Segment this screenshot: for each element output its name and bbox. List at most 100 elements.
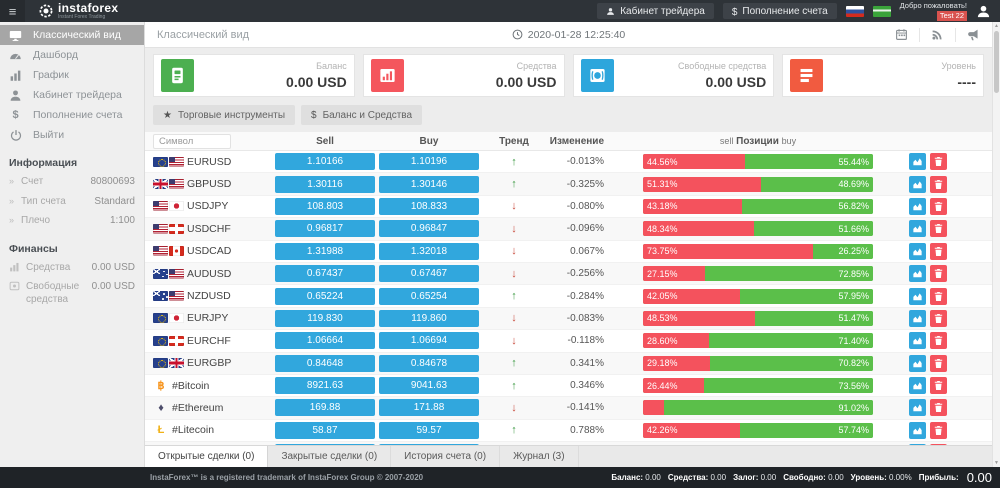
avatar-icon[interactable] (976, 4, 991, 19)
delete-button[interactable] (930, 220, 947, 238)
sell-price-button[interactable]: 58.87 (275, 421, 375, 439)
sell-price-button[interactable]: 1.06664 (275, 332, 375, 350)
positions-bar: 91.02% (643, 400, 873, 416)
delete-button[interactable] (930, 265, 947, 283)
sell-price-button[interactable]: 1.31988 (275, 242, 375, 260)
scrollbar-thumb[interactable] (994, 31, 999, 93)
open-chart-button[interactable] (909, 377, 926, 395)
buy-price-button[interactable]: 59.57 (379, 421, 479, 439)
toolbar-button[interactable]: $ Баланс и Средства (301, 105, 423, 125)
symbol-cell[interactable]: EURJPY (153, 312, 275, 324)
open-chart-button[interactable] (909, 332, 926, 350)
open-chart-button[interactable] (909, 354, 926, 372)
symbol-cell[interactable]: USDCAD (153, 245, 275, 257)
delete-button[interactable] (930, 444, 947, 445)
open-chart-button[interactable] (909, 309, 926, 327)
symbol-cell[interactable]: ฿ #Bitcoin (153, 379, 275, 393)
sidebar-item[interactable]: Дашборд (0, 45, 144, 65)
buy-price-button[interactable] (379, 444, 479, 445)
open-chart-button[interactable] (909, 220, 926, 238)
buy-price-button[interactable]: 0.96847 (379, 220, 479, 238)
delete-button[interactable] (930, 354, 947, 372)
sell-price-button[interactable]: 169.88 (275, 399, 375, 417)
positions-bar: 27.15% 72.85% (643, 266, 873, 282)
calendar-icon[interactable] (895, 28, 908, 41)
open-chart-button[interactable] (909, 421, 926, 439)
open-chart-button[interactable] (909, 242, 926, 260)
buy-price-button[interactable]: 0.65254 (379, 287, 479, 305)
symbol-cell[interactable]: EURCHF (153, 335, 275, 347)
symbol-cell[interactable]: EURUSD (153, 156, 275, 168)
delete-button[interactable] (930, 175, 947, 193)
bottom-tab[interactable]: Открытые сделки (0) (145, 446, 269, 467)
open-chart-button[interactable] (909, 265, 926, 283)
symbol-cell[interactable]: Ł #Litecoin (153, 424, 275, 436)
megaphone-icon[interactable] (967, 28, 980, 41)
open-chart-button[interactable] (909, 197, 926, 215)
open-chart-button[interactable] (909, 399, 926, 417)
symbol-search-input[interactable] (153, 133, 231, 149)
sell-price-button[interactable] (275, 444, 375, 445)
delete-button[interactable] (930, 421, 947, 439)
symbol-cell[interactable]: GBPUSD (153, 178, 275, 190)
delete-button[interactable] (930, 153, 947, 171)
sell-price-button[interactable]: 108.803 (275, 197, 375, 215)
sell-price-button[interactable]: 0.96817 (275, 220, 375, 238)
buy-price-button[interactable]: 0.84678 (379, 354, 479, 372)
sell-price-button[interactable]: 8921.63 (275, 377, 375, 395)
buy-price-button[interactable]: 119.860 (379, 309, 479, 327)
buy-price-button[interactable]: 0.67467 (379, 265, 479, 283)
hamburger-menu-icon[interactable]: ≡ (0, 0, 25, 22)
delete-button[interactable] (930, 197, 947, 215)
buy-price-button[interactable]: 1.06694 (379, 332, 479, 350)
symbol-cell[interactable]: USDCHF (153, 223, 275, 235)
toolbar-button[interactable]: ★ Торговые инструменты (153, 105, 295, 125)
sidebar-item[interactable]: Выйти (0, 125, 144, 145)
trader-cabinet-button[interactable]: Кабинет трейдера (597, 3, 714, 19)
buy-price-button[interactable]: 171.88 (379, 399, 479, 417)
delete-button[interactable] (930, 242, 947, 260)
symbol-cell[interactable]: EURGBP (153, 357, 275, 369)
buy-price-button[interactable]: 1.30146 (379, 175, 479, 193)
sell-price-button[interactable]: 0.65224 (275, 287, 375, 305)
scroll-down-icon[interactable]: ▼ (994, 460, 999, 466)
buy-price-button[interactable]: 108.833 (379, 197, 479, 215)
bottom-tab[interactable]: Закрытые сделки (0) (268, 446, 392, 467)
flag-icon-nz (153, 291, 168, 302)
sidebar-item[interactable]: Кабинет трейдера (0, 85, 144, 105)
sidebar-item[interactable]: Классический вид (0, 25, 144, 45)
buy-price-button[interactable]: 1.32018 (379, 242, 479, 260)
deposit-button[interactable]: $ Пополнение счета (722, 3, 837, 19)
bottom-tab[interactable]: История счета (0) (391, 446, 501, 467)
symbol-cell[interactable]: AUDUSD (153, 268, 275, 280)
sidebar-item[interactable]: $ Пополнение счета (0, 105, 144, 125)
symbol-cell[interactable]: USDJPY (153, 200, 275, 212)
sidebar-item[interactable]: График (0, 65, 144, 85)
sidebar: Классический вид Дашборд График Кабинет … (0, 22, 145, 467)
delete-button[interactable] (930, 287, 947, 305)
vertical-scrollbar[interactable]: ▲ ▼ (992, 22, 1000, 467)
buy-price-button[interactable]: 1.10196 (379, 153, 479, 171)
buy-price-button[interactable]: 9041.63 (379, 377, 479, 395)
delete-button[interactable] (930, 399, 947, 417)
delete-button[interactable] (930, 332, 947, 350)
instaforex-logo[interactable]: instaforex Instant Forex Trading (39, 2, 118, 20)
language-flag-icon[interactable] (872, 5, 891, 17)
open-chart-button[interactable] (909, 287, 926, 305)
russian-flag-icon[interactable] (845, 5, 864, 17)
delete-button[interactable] (930, 377, 947, 395)
delete-button[interactable] (930, 309, 947, 327)
sell-price-button[interactable]: 0.84648 (275, 354, 375, 372)
rss-icon[interactable] (931, 28, 944, 41)
sell-price-button[interactable]: 119.830 (275, 309, 375, 327)
symbol-cell[interactable]: ♦ #Ethereum (153, 402, 275, 414)
open-chart-button[interactable] (909, 153, 926, 171)
scroll-up-icon[interactable]: ▲ (994, 23, 999, 29)
sell-price-button[interactable]: 1.30116 (275, 175, 375, 193)
open-chart-button[interactable] (909, 175, 926, 193)
open-chart-button[interactable] (909, 444, 926, 445)
sell-price-button[interactable]: 0.67437 (275, 265, 375, 283)
bottom-tab[interactable]: Журнал (3) (500, 446, 579, 467)
sell-price-button[interactable]: 1.10166 (275, 153, 375, 171)
symbol-cell[interactable]: NZDUSD (153, 290, 275, 302)
